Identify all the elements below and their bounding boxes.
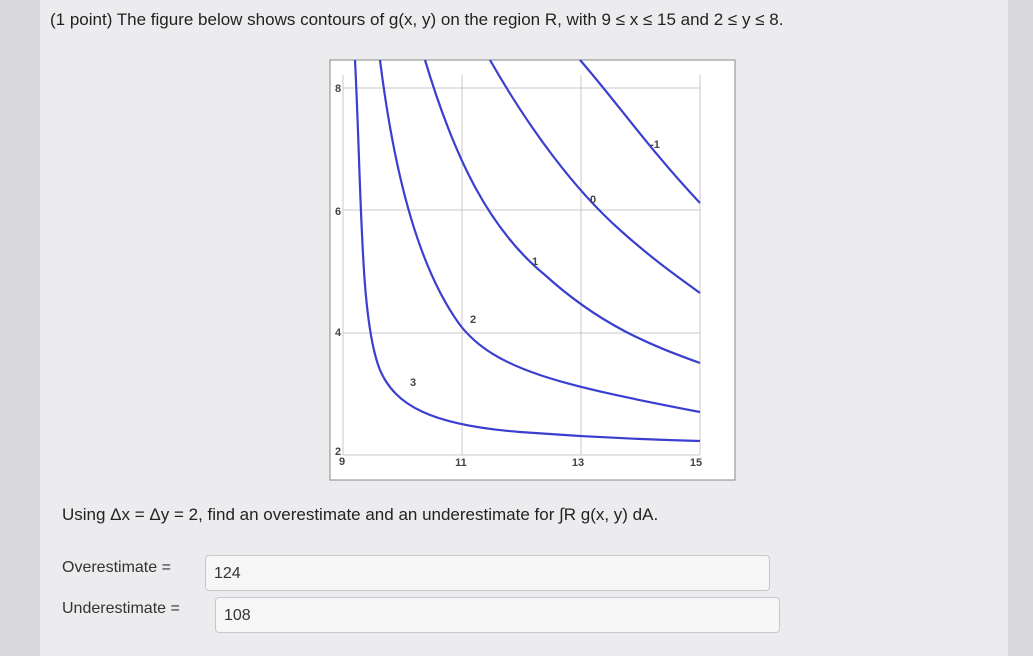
contour-label: 0 <box>590 194 596 206</box>
answer-input[interactable]: 124 <box>205 555 770 591</box>
y-tick-label: 8 <box>335 83 341 95</box>
contour-curve <box>423 59 701 365</box>
field-label: Overestimate = <box>62 559 171 576</box>
contour-curve <box>489 59 701 294</box>
y-tick-label: 6 <box>335 206 341 218</box>
question-text: (1 point) The figure below shows contour… <box>50 10 784 29</box>
figure-frame <box>329 59 736 481</box>
grid <box>342 75 701 456</box>
y-tick-label: 2 <box>335 446 341 458</box>
prompt-text: Using Δx = Δy = 2, find an overestimate … <box>62 505 659 524</box>
x-tick-label: 9 <box>339 456 345 468</box>
contour-curve <box>378 59 701 414</box>
contour-label: 3 <box>410 377 416 389</box>
contour-label: -1 <box>650 139 660 151</box>
x-tick-label: 15 <box>690 457 702 469</box>
field-label: Underestimate = <box>62 600 180 617</box>
x-tick-label: 11 <box>455 457 467 469</box>
y-tick-label: 4 <box>335 327 342 339</box>
contour-label: 2 <box>470 314 476 326</box>
contour-label: 1 <box>532 256 538 268</box>
contour-curve <box>579 59 701 204</box>
contour-curve <box>353 59 701 443</box>
x-tick-label: 13 <box>572 457 584 469</box>
answer-input[interactable]: 108 <box>215 597 780 633</box>
